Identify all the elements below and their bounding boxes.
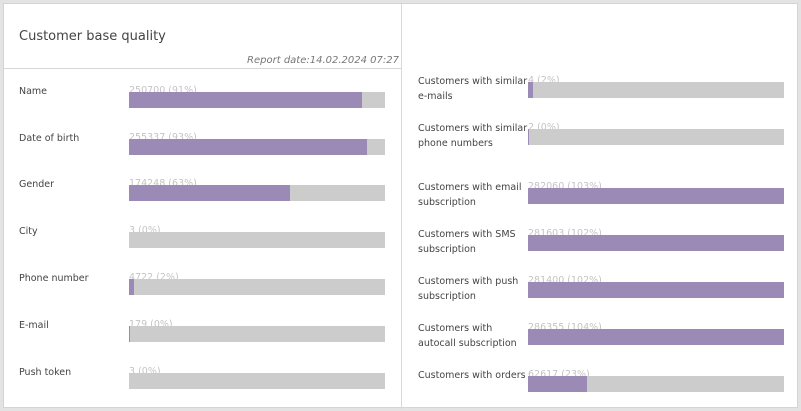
metric-label: City: [19, 226, 38, 237]
metric-value: 250700 (91%): [129, 85, 197, 96]
metric-value: 286355 (104%): [528, 322, 602, 333]
metric-value: 255337 (93%): [129, 132, 197, 143]
progress-fill: [129, 185, 291, 201]
metric-value: 4722 (2%): [129, 272, 179, 283]
metric-value: 2 (0%): [528, 122, 560, 133]
metric-label: Customers with similar phone numbers: [418, 123, 528, 149]
metric-value: 174248 (63%): [129, 178, 197, 189]
progress-bar: [129, 185, 385, 201]
metric-label: Name: [19, 86, 48, 97]
progress-fill: [528, 188, 784, 204]
metric-label: Customers with autocall subscription: [418, 323, 517, 349]
metric-label: E-mail: [19, 320, 49, 331]
metric-label: Customers with similar e-mails: [418, 76, 528, 102]
progress-bar: [528, 188, 784, 204]
metric-value: 3 (0%): [129, 225, 161, 236]
progress-bar: [528, 282, 784, 298]
header-divider: [4, 68, 401, 69]
progress-fill: [129, 279, 135, 295]
progress-fill: [129, 139, 368, 155]
progress-bar: [528, 329, 784, 345]
metric-value: 4 (2%): [528, 75, 560, 86]
metric-label: Customers with push subscription: [418, 276, 519, 302]
progress-fill: [528, 235, 784, 251]
metric-value: 3 (0%): [129, 366, 161, 377]
progress-bar: [129, 373, 385, 389]
progress-bar: [129, 232, 385, 248]
progress-bar: [528, 376, 784, 392]
metric-label: Customers with SMS subscription: [418, 229, 516, 255]
progress-fill: [528, 376, 587, 392]
progress-fill: [528, 82, 534, 98]
metric-label: Date of birth: [19, 133, 80, 144]
progress-bar: [129, 139, 385, 155]
metric-value: 282060 (103%): [528, 181, 602, 192]
metric-label: Customers with orders: [418, 370, 526, 381]
progress-fill: [528, 282, 784, 298]
progress-bar: [129, 326, 385, 342]
progress-fill: [129, 92, 362, 108]
metric-label: Phone number: [19, 273, 89, 284]
progress-fill: [528, 329, 784, 345]
metric-value: 179 (0%): [129, 319, 173, 330]
progress-fill: [129, 326, 130, 342]
panel-title: Customer base quality: [19, 29, 166, 44]
progress-bar: [528, 129, 784, 145]
metric-value: 281603 (102%): [528, 228, 602, 239]
metric-label: Push token: [19, 367, 72, 378]
metric-value: 281400 (102%): [528, 275, 602, 286]
progress-bar: [129, 92, 385, 108]
progress-bar: [129, 279, 385, 295]
metric-label: Customers with email subscription: [418, 182, 522, 208]
metric-label: Gender: [19, 179, 55, 190]
report-date: Report date:14.02.2024 07:27: [247, 55, 399, 66]
progress-bar: [528, 235, 784, 251]
customer-base-quality-panel: Customer base quality Report date:14.02.…: [3, 3, 798, 409]
metric-value: 62617 (23%): [528, 369, 590, 380]
progress-bar: [528, 82, 784, 98]
column-divider: [401, 4, 402, 409]
progress-fill: [528, 129, 529, 145]
